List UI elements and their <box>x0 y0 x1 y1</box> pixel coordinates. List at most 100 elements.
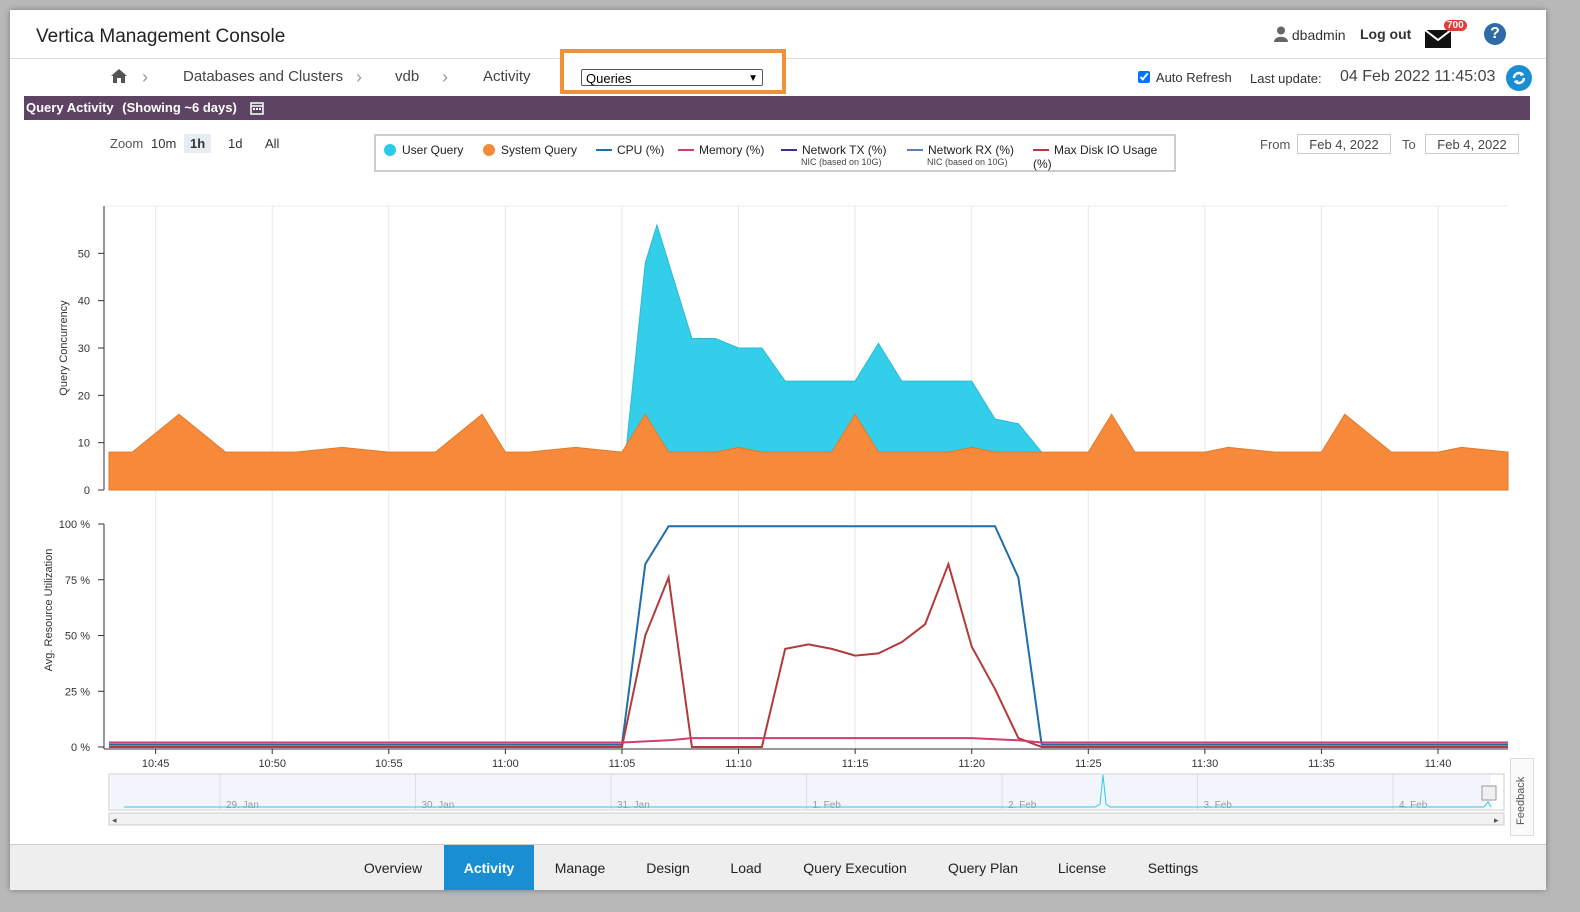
feedback-label: Feedback <box>1515 776 1527 825</box>
x-tick-label: 11:00 <box>492 758 519 770</box>
user-area[interactable]: dbadmin <box>1274 26 1346 43</box>
y-tick-label: 0 <box>84 485 90 497</box>
x-tick-label: 10:45 <box>142 758 170 770</box>
legend-system-query[interactable]: System Query <box>483 143 577 157</box>
notifications-button[interactable]: 700 <box>1424 20 1476 50</box>
banner-showing: (Showing ~6 days) <box>122 100 237 115</box>
zoom-label: Zoom <box>110 136 144 151</box>
legend-user-query[interactable]: User Query <box>384 143 463 157</box>
mail-icon <box>1424 29 1452 48</box>
series-system-query <box>108 413 1509 491</box>
legend-line <box>781 149 797 151</box>
legend-network-rx[interactable]: Network RX (%) <box>907 143 1014 157</box>
activity-charts: 0 10 20 30 40 50 Query Concurrency 0 % 25 % 50 % 7… <box>43 205 1509 826</box>
navigator-date-label: 30. Jan <box>422 800 455 811</box>
navigator-date-label: 2. Feb <box>1008 800 1037 811</box>
breadcrumb-vdb[interactable]: vdb <box>395 68 420 85</box>
username: dbadmin <box>1291 27 1346 43</box>
legend-line <box>596 149 612 151</box>
calendar-icon[interactable] <box>250 99 264 123</box>
zoom-1d-button[interactable]: 1d <box>228 136 243 151</box>
chart-legend: User Query System Query CPU (%) Memory (… <box>374 134 1176 172</box>
legend-dot <box>483 144 495 156</box>
x-tick-label: 11:40 <box>1425 758 1452 770</box>
zoom-1h-button[interactable]: 1h <box>184 134 212 153</box>
to-date-input[interactable]: Feb 4, 2022 <box>1425 134 1519 154</box>
tab-load[interactable]: Load <box>730 860 762 876</box>
legend-cpu[interactable]: CPU (%) <box>596 143 664 157</box>
zoom-all-button[interactable]: All <box>265 136 280 151</box>
legend-dot <box>384 144 396 156</box>
series-user-query <box>621 223 1043 491</box>
navigator-scrollbar <box>108 812 1505 826</box>
view-selector[interactable]: Queries ▼ <box>581 69 763 86</box>
legend-disk-io[interactable]: Max Disk IO Usage (%) <box>1033 143 1174 171</box>
banner-title: Query Activity <box>26 100 114 115</box>
x-tick-label: 11:15 <box>842 758 869 770</box>
legend-label: Network TX (%) <box>802 143 887 157</box>
zoom-10m-button[interactable]: 10m <box>151 136 177 151</box>
chevron-right-icon: › <box>142 67 148 87</box>
tab-query-plan[interactable]: Query Plan <box>947 860 1019 876</box>
navigator-series <box>124 774 1492 808</box>
x-tick-label: 11:30 <box>1192 758 1219 770</box>
tab-overview[interactable]: Overview <box>363 860 423 876</box>
navigator-date-label: 31. Jan <box>617 800 650 811</box>
feedback-tab[interactable]: Feedback <box>1510 758 1534 836</box>
chevron-down-icon: ▼ <box>748 73 758 84</box>
home-icon[interactable] <box>110 68 128 89</box>
tab-manage[interactable]: Manage <box>554 860 606 876</box>
y-tick-label: 0 % <box>71 742 90 754</box>
chevron-right-icon: › <box>442 67 448 87</box>
scroll-right-icon: ▸ <box>1494 816 1499 826</box>
x-tick-label: 11:35 <box>1308 758 1335 770</box>
series-cpu <box>109 525 1508 746</box>
legend-memory[interactable]: Memory (%) <box>678 143 764 157</box>
breadcrumb-activity[interactable]: Activity <box>483 68 531 85</box>
auto-refresh-label: Auto Refresh <box>1155 70 1232 85</box>
last-update-label: Last update: <box>1250 71 1322 86</box>
y-tick-label: 50 <box>78 248 90 260</box>
tab-settings[interactable]: Settings <box>1147 860 1199 876</box>
logout-link[interactable]: Log out <box>1360 26 1412 42</box>
legend-line <box>1033 149 1049 151</box>
tab-license[interactable]: License <box>1057 860 1107 876</box>
tab-design[interactable]: Design <box>646 860 690 876</box>
y-axis-label: Avg. Resource Utilization <box>43 549 55 672</box>
y-tick-label: 40 <box>78 296 90 308</box>
legend-label: Memory (%) <box>699 143 765 157</box>
tab-query-execution[interactable]: Query Execution <box>803 860 907 876</box>
tab-activity[interactable]: Activity <box>444 845 534 890</box>
x-tick-label: 10:55 <box>375 758 403 770</box>
y-tick-label: 25 % <box>65 686 90 698</box>
legend-line <box>678 149 694 151</box>
y-tick-label: 10 <box>78 438 90 450</box>
legend-network-tx[interactable]: Network TX (%) <box>781 143 886 157</box>
breadcrumb-databases[interactable]: Databases and Clusters <box>183 68 344 85</box>
x-tick-label: 11:20 <box>958 758 985 770</box>
help-icon[interactable]: ? <box>1484 23 1506 45</box>
to-label: To <box>1402 137 1416 152</box>
legend-label: User Query <box>402 143 464 157</box>
from-label: From <box>1260 137 1291 152</box>
navigator-date-label: 3. Feb <box>1204 800 1233 811</box>
bottom-tab-bar: Overview Activity Manage Design Load Que… <box>10 844 1546 890</box>
series-max-disk-io-usage <box>109 560 1508 748</box>
x-tick-label: 11:10 <box>725 758 752 770</box>
view-selector-value: Queries <box>586 71 632 86</box>
query-activity-banner: Query Activity (Showing ~6 days) <box>24 96 1530 120</box>
navigator-date-label: 29. Jan <box>226 800 259 811</box>
refresh-icon[interactable] <box>1506 65 1532 91</box>
from-date-input[interactable]: Feb 4, 2022 <box>1297 134 1391 154</box>
y-tick-label: 75 % <box>65 575 90 587</box>
auto-refresh-checkbox[interactable] <box>1138 71 1150 83</box>
chevron-right-icon: › <box>356 67 362 87</box>
legend-label: CPU (%) <box>617 143 665 157</box>
navigator-handle <box>1481 785 1497 801</box>
app-title: Vertica Management Console <box>36 26 286 47</box>
auto-refresh[interactable]: Auto Refresh <box>1138 70 1232 85</box>
user-icon <box>1274 26 1288 42</box>
legend-label: Network RX (%) <box>928 143 1015 157</box>
legend-line <box>907 149 923 151</box>
y-tick-label: 30 <box>78 343 90 355</box>
